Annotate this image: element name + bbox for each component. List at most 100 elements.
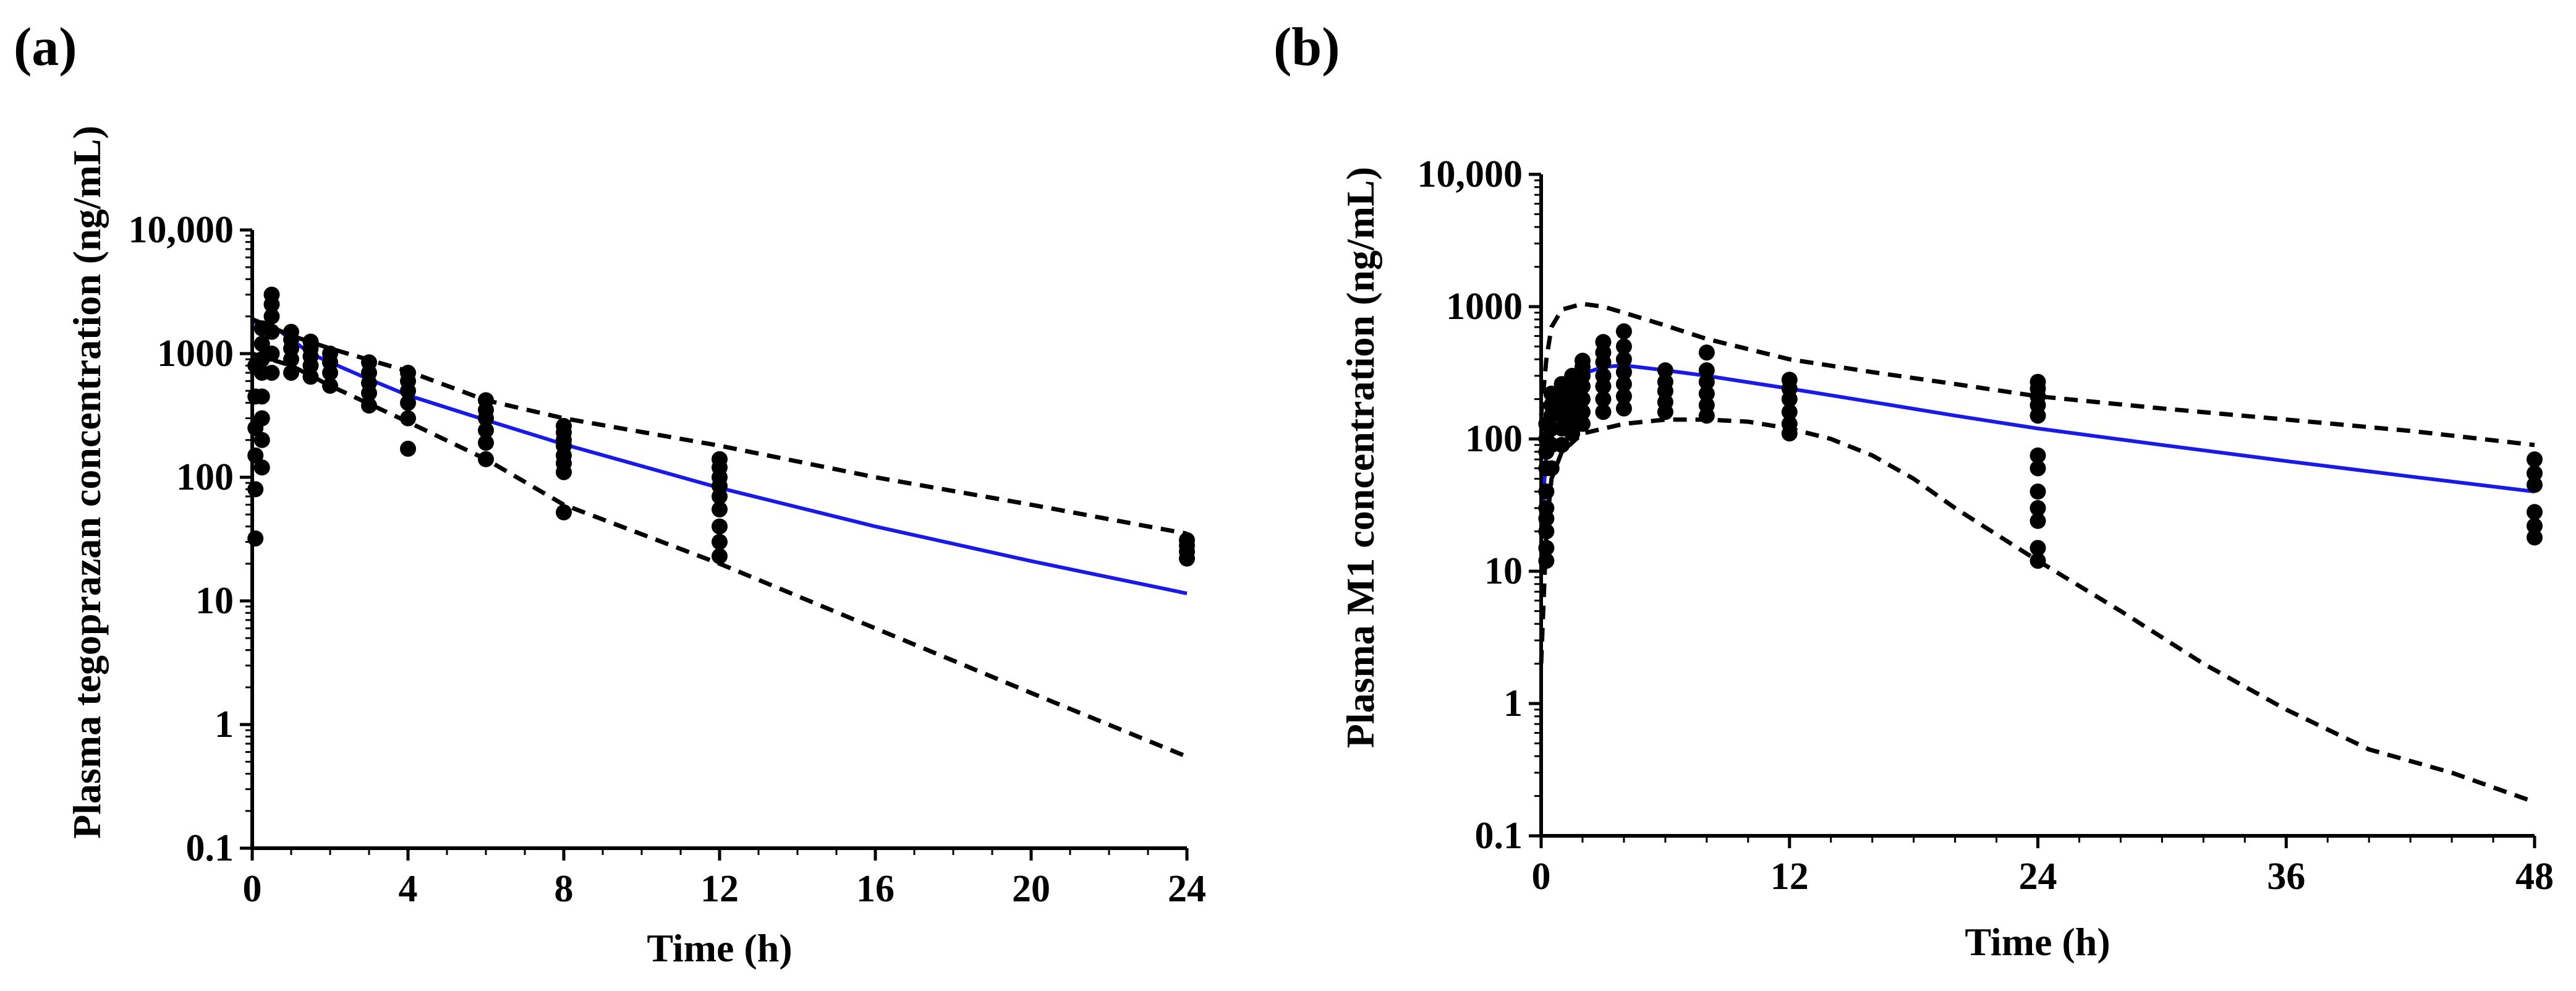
x-tick-label: 8 (555, 868, 574, 910)
observed-point (1564, 425, 1581, 442)
observed-point (400, 440, 416, 457)
observed-point (712, 534, 728, 550)
y-tick-label: 1000 (1446, 286, 1523, 328)
observed-point (263, 323, 280, 340)
panel-b-observed-points (1538, 323, 2543, 569)
observed-point (253, 459, 270, 476)
x-tick-label: 16 (856, 868, 895, 910)
observed-point (1554, 436, 1570, 453)
observed-point (1615, 376, 1632, 393)
observed-point (1595, 404, 1612, 420)
observed-point (1698, 373, 1715, 390)
panel-a-axes (250, 230, 1187, 850)
observed-point (302, 368, 319, 385)
y-tick-label: 10,000 (1418, 153, 1523, 195)
observed-point (1543, 460, 1560, 477)
observed-point (1698, 397, 1715, 414)
x-tick-label: 24 (1168, 868, 1206, 910)
x-tick-label: 48 (2515, 856, 2554, 898)
observed-point (302, 333, 319, 350)
panel-a-label: (a) (14, 17, 77, 77)
observed-point (478, 392, 494, 409)
observed-point (263, 286, 280, 303)
y-tick-label: 1 (1503, 683, 1523, 725)
observed-point (1595, 391, 1612, 407)
observed-point (1615, 400, 1632, 417)
observed-point (1781, 415, 1798, 432)
observed-point (1698, 385, 1715, 402)
observed-point (556, 504, 572, 521)
observed-point (2527, 465, 2543, 482)
observed-point (253, 388, 270, 405)
observed-point (1781, 372, 1798, 388)
observed-point (283, 323, 299, 340)
observed-point (712, 548, 728, 564)
observed-point (1698, 344, 1715, 361)
observed-point (712, 451, 728, 467)
observed-point (322, 346, 338, 362)
observed-point (1698, 362, 1715, 379)
observed-point (2030, 500, 2046, 516)
observed-point (1615, 364, 1632, 380)
observed-point (263, 364, 280, 381)
y-tick-label: 10,000 (129, 209, 234, 251)
observed-point (400, 410, 416, 427)
panel-b: (b) 0.1 1 10 100 1000 10,000 0 12 24 36 48 Time (… (1273, 17, 2554, 964)
y-tick-label: 100 (1465, 418, 1523, 460)
lower-prediction-interval-line (251, 351, 1188, 759)
observed-point (1574, 352, 1591, 369)
observed-point (2030, 540, 2046, 556)
observed-point (478, 422, 494, 438)
observed-point (1657, 362, 1673, 379)
observed-point (1595, 367, 1612, 384)
y-tick-label: 0.1 (186, 827, 234, 869)
observed-point (361, 398, 377, 414)
panel-a-x-axis-title: Time (h) (647, 926, 792, 970)
observed-point (283, 364, 299, 381)
observed-point (1615, 351, 1632, 368)
y-tick-label: 100 (176, 456, 234, 498)
observed-point (247, 530, 264, 547)
observed-point (1574, 404, 1591, 420)
observed-point (1615, 388, 1632, 405)
panel-a-y-tick-labels: 0.1 1 10 100 1000 10,000 (129, 209, 234, 869)
panel-b-x-axis-title: Time (h) (1965, 920, 2110, 964)
y-tick-label: 0.1 (1475, 815, 1523, 857)
observed-point (478, 451, 494, 467)
x-tick-label: 24 (2019, 856, 2057, 898)
observed-point (712, 501, 728, 517)
observed-point (2030, 513, 2046, 529)
observed-point (253, 336, 270, 352)
observed-point (2030, 373, 2046, 390)
observed-point (2030, 447, 2046, 464)
observed-point (1574, 391, 1591, 407)
x-tick-label: 0 (1532, 856, 1551, 898)
observed-point (478, 435, 494, 451)
y-tick-label: 10 (1484, 550, 1523, 592)
observed-point (1615, 338, 1632, 355)
y-tick-label: 1000 (157, 333, 234, 375)
upper-prediction-interval-line (1539, 301, 2535, 448)
observed-point (2527, 477, 2543, 493)
y-tick-label: 10 (195, 580, 234, 622)
observed-point (1179, 532, 1195, 548)
observed-point (2030, 483, 2046, 500)
observed-point (1615, 323, 1632, 340)
observed-point (712, 518, 728, 535)
observed-point (2527, 504, 2543, 521)
observed-point (2030, 553, 2046, 569)
x-tick-label: 12 (700, 868, 739, 910)
observed-point (263, 346, 280, 362)
observed-point (1574, 415, 1591, 432)
observed-point (2030, 460, 2046, 477)
observed-point (2527, 517, 2543, 534)
y-tick-label: 1 (215, 704, 234, 746)
x-tick-label: 12 (1770, 856, 1809, 898)
panel-a-x-tick-labels: 0 4 8 12 16 20 24 (243, 868, 1207, 910)
panel-a-observed-points (247, 286, 1195, 567)
observed-point (247, 481, 264, 498)
observed-point (263, 308, 280, 325)
observed-point (361, 354, 377, 371)
panel-b-y-axis-title: Plasma M1 concentration (ng/mL) (1338, 167, 1382, 748)
